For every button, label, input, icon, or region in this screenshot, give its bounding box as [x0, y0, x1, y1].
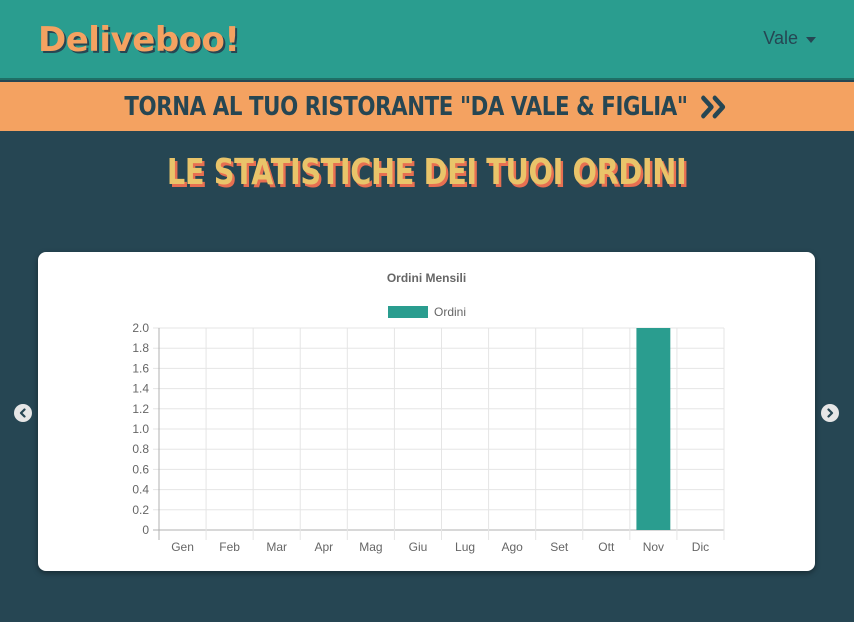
- y-tick-label: 0.2: [132, 503, 149, 517]
- chart-card: Ordini Mensili Ordini 0 0.2 0.4 0.6 0.8 1.0 1.…: [38, 252, 815, 571]
- x-tick-label: Nov: [643, 540, 664, 554]
- back-to-restaurant-label: Torna al tuo ristorante "Da Vale & Figli…: [125, 92, 730, 122]
- y-tick-label: 0.6: [132, 462, 149, 476]
- x-tick-label: Ago: [501, 540, 523, 554]
- user-menu-dropdown[interactable]: Vale: [763, 28, 816, 49]
- y-tick-label: 0.8: [132, 442, 149, 456]
- x-tick-label: Mar: [266, 540, 287, 554]
- chevrons-right-icon: [701, 95, 726, 119]
- y-tick-label: 2.0: [132, 321, 149, 335]
- navbar: Deliveboo! Vale: [0, 0, 854, 80]
- y-tick-label: 1.2: [132, 402, 149, 416]
- page-title: Le statistiche dei tuoi ordini: [0, 150, 854, 196]
- chart-bars: [636, 328, 671, 530]
- bar: [636, 328, 671, 530]
- caret-down-icon: [806, 36, 816, 43]
- carousel-next-button[interactable]: [821, 404, 839, 422]
- x-tick-label: Lug: [455, 540, 475, 554]
- chart-legend[interactable]: Ordini: [388, 305, 466, 319]
- x-tick-label: Gen: [171, 540, 194, 554]
- legend-label: Ordini: [434, 305, 466, 319]
- y-tick-label: 1.0: [132, 422, 149, 436]
- y-tick-label: 0: [142, 523, 149, 537]
- x-axis: Gen Feb Mar Apr Mag Giu Lug Ago Set Ott Nov Dic: [171, 540, 709, 554]
- legend-swatch: [388, 306, 428, 318]
- page-title-text: Le statistiche dei tuoi ordini: [167, 152, 687, 193]
- logo[interactable]: Deliveboo!: [38, 20, 240, 60]
- y-tick-label: 1.8: [132, 341, 149, 355]
- back-to-restaurant-link[interactable]: Torna al tuo ristorante "Da Vale & Figli…: [0, 82, 854, 131]
- carousel-prev-button[interactable]: [14, 404, 32, 422]
- x-tick-label: Mag: [359, 540, 382, 554]
- x-tick-label: Set: [550, 540, 569, 554]
- x-tick-label: Giu: [409, 540, 428, 554]
- banner-text: Torna al tuo ristorante "Da Vale & Figli…: [124, 91, 689, 122]
- y-tick-label: 1.4: [132, 382, 149, 396]
- y-axis: 0 0.2 0.4 0.6 0.8 1.0 1.2 1.4 1.6 1.8 2.0: [132, 321, 149, 537]
- x-tick-label: Ott: [598, 540, 615, 554]
- y-tick-label: 0.4: [132, 483, 149, 497]
- x-tick-label: Feb: [219, 540, 240, 554]
- chart-grid: [153, 327, 725, 540]
- x-tick-label: Apr: [314, 540, 333, 554]
- user-name: Vale: [763, 28, 798, 48]
- chevron-right-icon: [827, 408, 834, 418]
- orders-bar-chart: Ordini Mensili Ordini 0 0.2 0.4 0.6 0.8 1.0 1.…: [132, 271, 725, 554]
- x-tick-label: Dic: [692, 540, 709, 554]
- y-tick-label: 1.6: [132, 361, 149, 375]
- chevron-left-icon: [19, 408, 26, 418]
- chart-title: Ordini Mensili: [387, 271, 466, 285]
